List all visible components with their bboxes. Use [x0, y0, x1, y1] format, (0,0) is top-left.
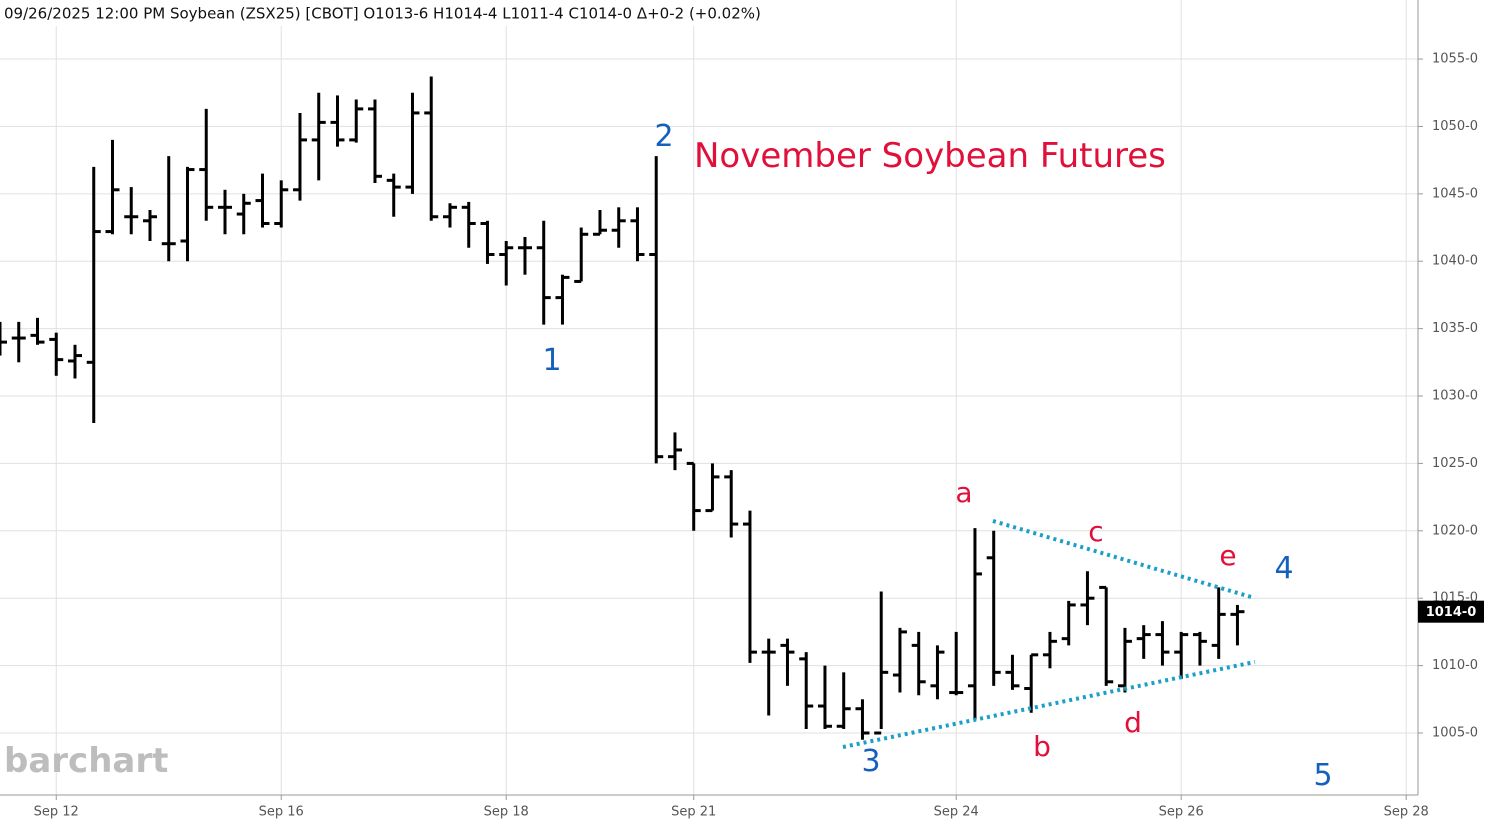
wave-label: 2 [654, 119, 673, 154]
wave-label: 5 [1313, 758, 1332, 793]
header-bg [0, 0, 850, 26]
y-tick-label: 1005-0 [1432, 725, 1478, 740]
wave-letter: d [1124, 706, 1142, 739]
x-tick-label: Sep 12 [34, 805, 79, 820]
watermark: barchart [4, 741, 168, 781]
last-price-tag [1418, 600, 1484, 623]
header: 09/26/2025 12:00 PM Soybean (ZSX25) [CBO… [4, 5, 761, 23]
x-tick-label: Sep 18 [484, 805, 529, 820]
y-tick-label: 1040-0 [1432, 254, 1478, 269]
wave-label: 4 [1274, 551, 1293, 586]
x-tick-label: Sep 16 [259, 805, 304, 820]
x-tick-label: Sep 26 [1159, 805, 1204, 820]
y-tick-label: 1045-0 [1432, 186, 1478, 201]
wave-label: 3 [861, 744, 880, 779]
wave-letter: c [1088, 515, 1103, 548]
x-tick-label: Sep 24 [934, 805, 979, 820]
last-price-label: 1014-0 [1426, 605, 1477, 620]
y-tick-label: 1035-0 [1432, 321, 1478, 336]
y-tick-label: 1055-0 [1432, 52, 1478, 67]
x-tick-label: Sep 21 [671, 805, 716, 820]
wave-letter: b [1033, 730, 1051, 763]
wave-label: 1 [542, 343, 561, 378]
y-tick-label: 1010-0 [1432, 658, 1478, 673]
y-tick-label: 1030-0 [1432, 389, 1478, 404]
plot-area [0, 76, 1256, 749]
wave-letter: e [1219, 539, 1236, 572]
grid [0, 0, 1418, 795]
trendline [842, 660, 1256, 749]
x-tick-label: Sep 28 [1384, 805, 1429, 820]
wave-letter: a [955, 476, 972, 509]
y-tick-label: 1025-0 [1432, 456, 1478, 471]
chart-title: November Soybean Futures [694, 136, 1166, 176]
y-tick-label: 1050-0 [1432, 119, 1478, 134]
y-tick-label: 1020-0 [1432, 523, 1478, 538]
